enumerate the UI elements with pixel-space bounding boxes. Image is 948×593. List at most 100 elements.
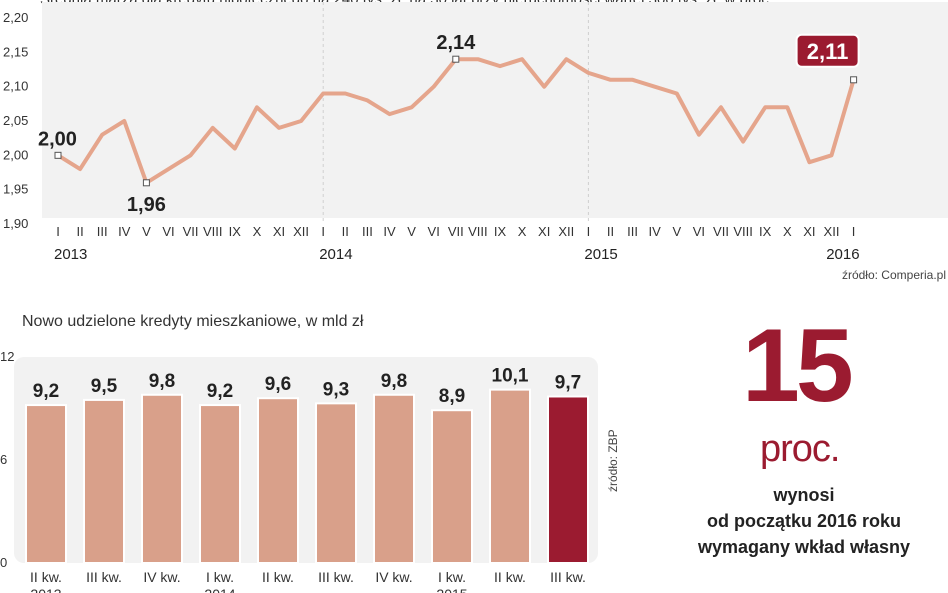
y-tick-label: 2,10	[3, 79, 28, 94]
x-tick-label: VII	[183, 224, 199, 239]
x-tick-label: VI	[162, 224, 174, 239]
x-tick-label: X	[518, 224, 527, 239]
x-tick-label: V	[672, 224, 681, 239]
data-point-label: 1,96	[127, 194, 166, 216]
y-tick-label: 2,00	[3, 147, 28, 162]
bar-value-label: 9,7	[555, 372, 581, 393]
year-label: 2013	[54, 246, 87, 263]
bar	[25, 404, 67, 564]
x-tick-label: III	[627, 224, 638, 239]
big-stat-description-line-1: wynosi	[773, 485, 835, 505]
bar-value-label: 9,2	[207, 381, 233, 402]
line-chart-y-axis: 1,90 1,95 2,00 2,05 2,10 2,15 2,20	[3, 10, 28, 231]
year-label: 2014	[319, 246, 352, 263]
x-tick-label: XII	[293, 224, 309, 239]
x-tick-label: XI	[538, 224, 550, 239]
x-tick-label: IV	[649, 224, 662, 239]
line-chart-annotations: 2,00 1,96 2,14 2,11	[38, 32, 860, 216]
x-tick-label: IV	[383, 224, 396, 239]
bar-chart-y-axis: 0 6 12	[0, 349, 14, 570]
x-tick-label: VII	[713, 224, 729, 239]
big-stat-description-line-3: wymagany wkład własny	[697, 537, 911, 557]
x-tick-label: III	[97, 224, 108, 239]
bar-chart: 0 6 12 9,2 9,5 9,8 9,2 9,6 9,3 9,8 8,9 10,1 9,7 II …	[0, 349, 598, 593]
x-tick-label: I	[852, 224, 856, 239]
bar	[315, 402, 357, 564]
x-tick-label: I	[56, 224, 60, 239]
year-label: 2013	[30, 586, 61, 593]
bar-value-label: 8,9	[439, 386, 465, 407]
line-chart-source: źródło: Comperia.pl	[841, 268, 946, 282]
x-tick-label: II	[607, 224, 614, 239]
data-point-label: 2,14	[436, 32, 476, 54]
bar-value-label: 10,1	[492, 366, 529, 387]
quarter-label: III kw.	[318, 569, 354, 585]
y-tick-label: 1,95	[3, 182, 28, 197]
y-tick-label: 2,05	[3, 113, 28, 128]
x-tick-label: III	[362, 224, 373, 239]
bar	[547, 395, 589, 564]
x-tick-label: XI	[273, 224, 285, 239]
x-tick-label: XI	[803, 224, 815, 239]
data-point-label: 2,00	[38, 128, 77, 150]
bar	[257, 397, 299, 565]
x-tick-label: VI	[428, 224, 440, 239]
bar-chart-title: Nowo udzielone kredyty mieszkaniowe, w m…	[22, 313, 364, 330]
x-tick-label: XII	[558, 224, 574, 239]
x-tick-label: II	[76, 224, 83, 239]
quarter-label: II kw.	[262, 569, 294, 585]
x-tick-label: I	[587, 224, 591, 239]
x-tick-label: VII	[448, 224, 464, 239]
quarter-label: IV kw.	[375, 569, 412, 585]
bar-chart-source: źródło: ZBP	[606, 429, 620, 492]
quarter-label: I kw.	[438, 569, 466, 585]
x-tick-label: X	[253, 224, 262, 239]
bar	[83, 398, 125, 564]
y-tick-label: 1,90	[3, 216, 28, 231]
y-tick-label: 0	[0, 555, 7, 570]
big-stat-unit: proc.	[760, 428, 840, 470]
x-tick-label: IX	[229, 224, 242, 239]
x-tick-label: VI	[693, 224, 705, 239]
year-label: 2015	[584, 246, 617, 263]
bar	[489, 388, 531, 564]
bar	[373, 393, 415, 565]
x-tick-label: IV	[118, 224, 131, 239]
quarter-label: I kw.	[206, 569, 234, 585]
x-tick-label: VIII	[733, 224, 753, 239]
y-tick-label: 6	[0, 452, 7, 467]
bar-value-label: 9,8	[381, 371, 407, 392]
data-point-marker	[452, 55, 460, 63]
x-tick-label: VIII	[203, 224, 223, 239]
bar	[431, 409, 473, 565]
line-chart-x-axis: I II III IV V VI VII VIII IX X XI XII I II III IV V VI VII…	[54, 224, 860, 263]
quarter-label: IV kw.	[143, 569, 180, 585]
big-stat-description: wynosi od początku 2016 roku wymagany wk…	[664, 482, 944, 560]
data-point-label: 2,11	[807, 39, 849, 64]
data-point-marker	[54, 151, 62, 159]
bar-value-label: 9,5	[91, 376, 118, 397]
quarter-label: II kw.	[494, 569, 526, 585]
line-chart-grid	[322, 2, 589, 224]
bar-value-label: 9,6	[265, 374, 291, 395]
highlight-label-box	[795, 33, 860, 68]
quarter-label: III kw.	[86, 569, 122, 585]
x-tick-label: IX	[494, 224, 507, 239]
x-tick-label: V	[142, 224, 151, 239]
data-point-marker	[142, 179, 150, 187]
quarter-label: III kw.	[550, 569, 586, 585]
bar-chart-bars: 9,2 9,5 9,8 9,2 9,6 9,3 9,8 8,9 10,1 9,7	[25, 366, 589, 565]
x-tick-label: II	[342, 224, 349, 239]
bar	[141, 393, 183, 565]
y-tick-label: 2,15	[3, 44, 28, 59]
bar-value-label: 9,2	[33, 381, 59, 402]
y-tick-label: 2,20	[3, 10, 28, 25]
quarter-label: II kw.	[30, 569, 62, 585]
data-point-marker	[850, 76, 858, 84]
year-label: 2014	[204, 586, 235, 593]
bar-value-label: 9,8	[149, 371, 175, 392]
x-tick-label: V	[407, 224, 416, 239]
big-stat-number: 15	[742, 308, 854, 424]
line-chart: 1,901,952,002,052,102,152,20 I II III IV V VI…	[3, 2, 948, 263]
y-tick-label: 12	[0, 349, 14, 364]
